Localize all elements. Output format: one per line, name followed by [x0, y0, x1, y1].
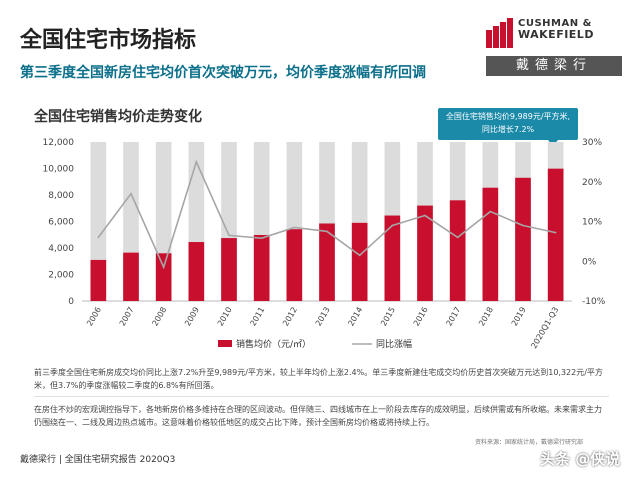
x-tick-label: 2011 [248, 306, 266, 328]
x-tick-label: 2006 [85, 306, 103, 328]
growth-rate-point [97, 236, 100, 239]
callout-line1: 全国住宅销售均价9,989元/平方米, [445, 112, 571, 121]
legend-label-bar: 销售均价（元/㎡） [236, 338, 311, 350]
growth-rate-point [130, 192, 132, 195]
legend-swatch-bar [218, 340, 232, 347]
logo-chinese-name: 戴德梁行 [486, 56, 622, 76]
x-tick-label: 2015 [379, 306, 397, 328]
growth-rate-point [424, 214, 426, 217]
growth-rate-point [260, 237, 263, 239]
price-bar [253, 235, 270, 301]
x-tick-label: 2017 [444, 306, 462, 328]
left-tick-label: 0 [68, 297, 74, 307]
right-tick-label: 30% [582, 138, 602, 148]
price-bar [384, 215, 401, 301]
x-tick-label: 2020Q1-Q3 [529, 306, 560, 351]
note-divider [34, 396, 609, 397]
callout-line2: 同比增长7.2% [481, 125, 535, 134]
x-tick-label: 2008 [150, 306, 168, 328]
data-source: 资料来源：国家统计局，戴德梁行研究部 [475, 439, 584, 446]
left-tick-label: 4,000 [48, 244, 74, 254]
growth-rate-point [489, 210, 492, 213]
x-tick-label: 2014 [346, 306, 364, 328]
price-bar [188, 242, 205, 301]
left-tick-label: 6,000 [48, 218, 74, 228]
right-tick-label: 10% [582, 218, 602, 228]
page-subtitle: 第三季度全国新房住宅均价首次突破万元，均价季度涨幅有所回调 [20, 65, 426, 81]
logo-mark-icon [486, 18, 513, 48]
growth-rate-point [326, 230, 328, 233]
price-bar [515, 177, 531, 301]
x-tick-label: 2007 [118, 306, 136, 328]
growth-rate-point [456, 236, 459, 239]
x-tick-label: 2018 [477, 306, 495, 328]
price-bar [482, 187, 499, 301]
legend-label-line: 同比涨幅 [376, 338, 412, 350]
price-bar [319, 223, 335, 301]
left-tick-label: 2,000 [48, 271, 74, 281]
right-tick-label: 20% [582, 178, 602, 188]
x-tick-label: 2013 [314, 306, 332, 328]
x-tick-label: 2016 [412, 306, 430, 328]
price-bar [155, 253, 172, 301]
price-bar [547, 168, 564, 301]
chart-callout: 全国住宅销售均价9,989元/平方米, 同比增长7.2% [438, 108, 578, 140]
price-trend-chart: 0 2,000 4,000 6,000 8,000 10,000 12,000 -10% 0% 1… [43, 138, 606, 351]
right-tick-label: -10% [582, 297, 606, 307]
growth-rate-point [293, 226, 296, 229]
right-tick-label: 0% [582, 257, 597, 267]
x-tick-label: 2019 [510, 306, 528, 328]
growth-rate-point [554, 231, 557, 234]
price-bar [449, 200, 466, 301]
page-title: 全国住宅市场指标 [20, 28, 197, 53]
growth-rate-point [195, 161, 198, 163]
logo-line2: WAKEFIELD [518, 28, 594, 41]
left-tick-label: 12,000 [43, 138, 75, 148]
chart-title: 全国住宅销售均价走势变化 [34, 109, 202, 125]
footer-text: 戴德梁行 | 全国住宅研究报告 2020Q3 [20, 455, 176, 465]
note-paragraph-1: 前三季度全国住宅新房成交均价同比上涨7.2%升至9,989元/平方米，较上半年均… [34, 368, 603, 390]
growth-rate-point [358, 254, 361, 257]
growth-rate-point [228, 234, 230, 237]
price-bar [221, 238, 237, 301]
note-paragraph-2: 在房住不炒的宏观调控指导下，各地新房价格多维持在合理的区间波动。但伴随三、四线城… [34, 405, 602, 427]
watermark: 头条 @侠说 [540, 450, 621, 468]
price-bar [351, 222, 368, 301]
x-tick-label: 2010 [216, 306, 234, 328]
left-tick-label: 10,000 [43, 165, 75, 175]
company-logo: CUSHMAN & WAKEFIELD 戴德梁行 [486, 18, 622, 78]
price-bar [286, 229, 303, 301]
growth-rate-point [391, 224, 394, 227]
price-bar [417, 205, 433, 301]
x-tick-label: 2009 [183, 306, 201, 328]
price-bar [90, 259, 107, 301]
logo-line1: CUSHMAN & [518, 18, 592, 29]
left-tick-label: 8,000 [48, 191, 74, 201]
growth-rate-point [162, 266, 165, 269]
growth-rate-point [522, 224, 524, 227]
logo-wordmark: CUSHMAN & WAKEFIELD [518, 18, 594, 40]
x-tick-label: 2012 [281, 306, 299, 328]
price-bar [123, 252, 139, 301]
